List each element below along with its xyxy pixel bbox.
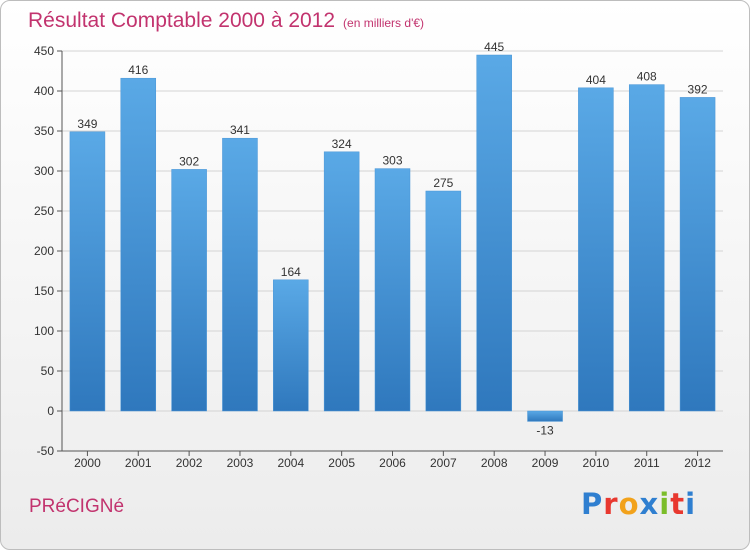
x-tick-label-2004: 2004 [277, 456, 304, 470]
value-label-2011: 408 [637, 70, 657, 84]
bar-2006 [374, 168, 411, 412]
y-tick-label: 0 [47, 404, 54, 418]
bar-2009 [527, 410, 563, 422]
x-tick-label-2010: 2010 [583, 456, 610, 470]
logo-letter: t [670, 487, 686, 521]
y-tick-label: 350 [34, 124, 54, 138]
logo-letter: x [639, 487, 660, 521]
y-tick-label: 50 [41, 364, 55, 378]
x-tick-label-2000: 2000 [74, 456, 101, 470]
bar-2007 [425, 190, 462, 412]
bar-2005 [323, 151, 360, 412]
value-label-2012: 392 [688, 82, 708, 96]
logo-letter: i [685, 487, 697, 521]
bar-2008 [476, 54, 512, 412]
bar-2001 [120, 77, 157, 412]
bar-2003 [222, 137, 258, 412]
value-label-2010: 404 [586, 73, 606, 87]
value-label-2000: 349 [77, 117, 97, 131]
y-tick-label: -50 [37, 444, 55, 458]
value-label-2007: 275 [433, 176, 453, 190]
x-tick-label-2005: 2005 [328, 456, 355, 470]
logo-letter: o [618, 487, 640, 521]
value-label-2008: 445 [484, 40, 504, 54]
bar-2010 [578, 87, 614, 412]
town-name: PRéCIGNé [29, 496, 125, 517]
logo-letter: i [659, 487, 671, 521]
y-tick-label: 250 [34, 204, 54, 218]
x-tick-label-2009: 2009 [532, 456, 559, 470]
x-tick-label-2011: 2011 [634, 456, 660, 470]
bar-2002 [171, 169, 207, 412]
bars [69, 54, 716, 422]
value-label-2003: 341 [230, 123, 250, 137]
y-tick-label: 150 [34, 284, 54, 298]
proxiti-logo[interactable]: Proxiti [581, 487, 696, 521]
x-tick-label-2006: 2006 [379, 456, 406, 470]
y-tick-label: 450 [34, 44, 54, 58]
bar-2004 [273, 279, 309, 412]
y-tick-label: 200 [34, 244, 54, 258]
chart-title: Résultat Comptable 2000 à 2012 (en millie… [28, 9, 424, 33]
labels: -50 0 50 100 150 200 250 300 350 400 450 349 2000 416… [34, 40, 711, 470]
y-tick-label: 100 [34, 324, 54, 338]
bar-2000 [69, 131, 106, 412]
value-label-2001: 416 [128, 63, 148, 77]
value-label-2005: 324 [332, 137, 352, 151]
value-label-2006: 303 [382, 154, 402, 168]
x-tick-label-2002: 2002 [176, 456, 203, 470]
logo-letter: P [581, 487, 604, 521]
value-label-2009: -13 [536, 423, 554, 437]
bar-2011 [628, 84, 665, 412]
y-tick-label: 400 [34, 84, 54, 98]
y-tick-label: 300 [34, 164, 54, 178]
x-tick-label-2003: 2003 [227, 456, 254, 470]
chart-title-text: Résultat Comptable 2000 à 2012 [28, 9, 336, 32]
x-tick-label-2012: 2012 [684, 456, 711, 470]
x-tick-label-2007: 2007 [430, 456, 457, 470]
logo-letter: r [603, 487, 619, 521]
axes [57, 50, 723, 456]
x-tick-label-2008: 2008 [481, 456, 508, 470]
value-label-2002: 302 [179, 154, 199, 168]
chart-subtitle: (en milliers d'€) [343, 16, 425, 30]
x-tick-label-2001: 2001 [125, 456, 152, 470]
bar-2012 [679, 97, 716, 412]
value-label-2004: 164 [281, 265, 301, 279]
